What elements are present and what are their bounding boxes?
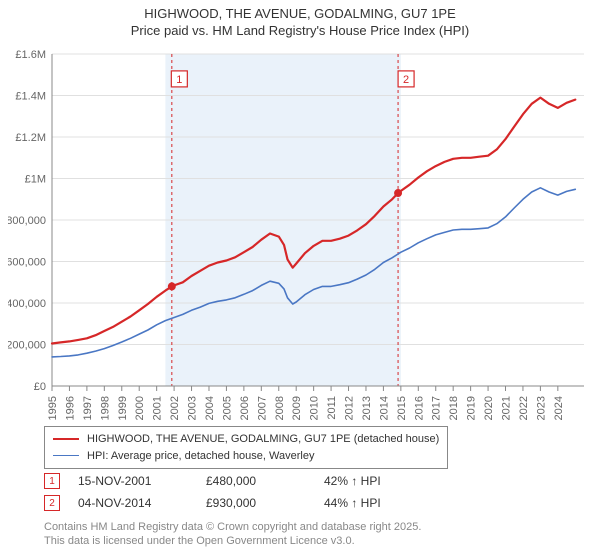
svg-text:2024: 2024 <box>553 396 565 420</box>
legend-label: HPI: Average price, detached house, Wave… <box>87 448 314 465</box>
legend-item: HIGHWOOD, THE AVENUE, GODALMING, GU7 1PE… <box>53 431 439 448</box>
chart-svg: £0 £200,000 £400,000 £600,000 £800,000 £1M £1.… <box>8 46 592 420</box>
sale-row: 2 04-NOV-2014 £930,000 44% ↑ HPI <box>44 492 424 514</box>
svg-text:2021: 2021 <box>501 396 513 420</box>
svg-text:2019: 2019 <box>466 396 478 420</box>
svg-text:2006: 2006 <box>239 396 251 420</box>
legend-swatch <box>53 438 79 440</box>
sale-date: 04-NOV-2014 <box>78 496 188 510</box>
svg-text:2000: 2000 <box>134 396 146 420</box>
legend-swatch <box>53 455 79 456</box>
svg-text:2007: 2007 <box>256 396 268 420</box>
title-line-2: Price paid vs. HM Land Registry's House … <box>0 23 600 40</box>
svg-text:2013: 2013 <box>361 396 373 420</box>
sale-price: £480,000 <box>206 474 306 488</box>
svg-text:£800,000: £800,000 <box>8 215 46 227</box>
sale-row: 1 15-NOV-2001 £480,000 42% ↑ HPI <box>44 470 424 492</box>
svg-text:2018: 2018 <box>448 396 460 420</box>
svg-text:2010: 2010 <box>309 396 321 420</box>
legend-label: HIGHWOOD, THE AVENUE, GODALMING, GU7 1PE… <box>87 431 439 448</box>
sale-date: 15-NOV-2001 <box>78 474 188 488</box>
sale-marker: 1 <box>44 473 60 489</box>
sale-pct: 42% ↑ HPI <box>324 474 424 488</box>
footer-line-2: This data is licensed under the Open Gov… <box>44 534 421 548</box>
footer-line-1: Contains HM Land Registry data © Crown c… <box>44 520 421 534</box>
svg-text:£1M: £1M <box>25 174 46 186</box>
footer-attribution: Contains HM Land Registry data © Crown c… <box>44 520 421 549</box>
legend: HIGHWOOD, THE AVENUE, GODALMING, GU7 1PE… <box>44 426 448 469</box>
svg-text:2015: 2015 <box>396 396 408 420</box>
svg-text:£400,000: £400,000 <box>8 298 46 310</box>
legend-item: HPI: Average price, detached house, Wave… <box>53 448 439 465</box>
title-line-1: HIGHWOOD, THE AVENUE, GODALMING, GU7 1PE <box>0 6 600 23</box>
line-chart: £0 £200,000 £400,000 £600,000 £800,000 £1M £1.… <box>8 46 592 420</box>
svg-text:1996: 1996 <box>64 396 76 420</box>
svg-text:2016: 2016 <box>413 396 425 420</box>
svg-text:2009: 2009 <box>291 396 303 420</box>
svg-text:£600,000: £600,000 <box>8 257 46 269</box>
svg-text:1995: 1995 <box>47 396 59 420</box>
svg-text:2008: 2008 <box>274 396 286 420</box>
svg-text:2011: 2011 <box>326 396 338 420</box>
svg-text:2004: 2004 <box>204 396 216 420</box>
svg-text:2005: 2005 <box>221 396 233 420</box>
sale-marker: 2 <box>44 495 60 511</box>
svg-text:2: 2 <box>403 74 409 86</box>
svg-text:1: 1 <box>176 74 182 86</box>
svg-text:2001: 2001 <box>152 396 164 420</box>
svg-text:£0: £0 <box>34 381 46 393</box>
chart-title: HIGHWOOD, THE AVENUE, GODALMING, GU7 1PE… <box>0 0 600 40</box>
svg-text:1998: 1998 <box>99 396 111 420</box>
svg-text:2012: 2012 <box>344 396 356 420</box>
svg-text:£1.6M: £1.6M <box>15 49 46 61</box>
sale-pct: 44% ↑ HPI <box>324 496 424 510</box>
sale-price: £930,000 <box>206 496 306 510</box>
svg-text:£1.4M: £1.4M <box>15 91 46 103</box>
svg-text:2022: 2022 <box>518 396 530 420</box>
svg-text:2003: 2003 <box>187 396 199 420</box>
svg-text:£200,000: £200,000 <box>8 340 46 352</box>
svg-text:2002: 2002 <box>169 396 181 420</box>
svg-text:2017: 2017 <box>431 396 443 420</box>
sale-entries: 1 15-NOV-2001 £480,000 42% ↑ HPI 2 04-NOV-201… <box>44 470 424 514</box>
svg-text:1997: 1997 <box>82 396 94 420</box>
svg-text:£1.2M: £1.2M <box>15 132 46 144</box>
svg-text:2020: 2020 <box>483 396 495 420</box>
svg-text:2023: 2023 <box>535 396 547 420</box>
svg-text:1999: 1999 <box>117 396 129 420</box>
svg-text:2014: 2014 <box>378 396 390 420</box>
